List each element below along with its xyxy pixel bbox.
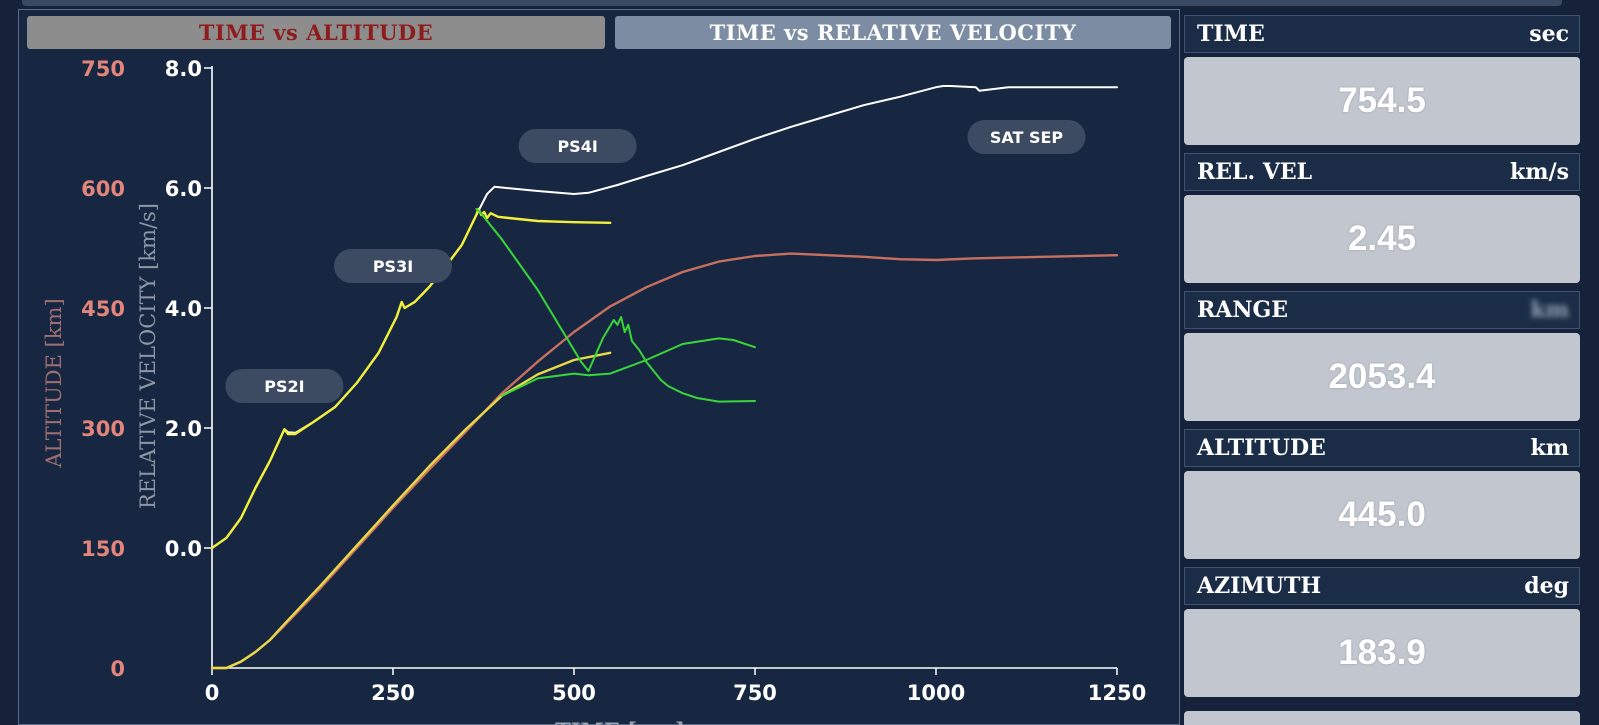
velocity-tick-label: 0.0 (165, 537, 202, 561)
velocity-tick-label: 6.0 (165, 177, 202, 201)
altitude-tick-label: 150 (81, 537, 125, 561)
event-marker-ps4i: PS4I (518, 129, 637, 163)
readout-azimuth: AZIMUTH deg 183.9 (1184, 567, 1580, 697)
event-marker-pill (225, 369, 344, 403)
x-tick-label: 0 (205, 681, 220, 705)
readout-rel-vel-value: 2.45 (1184, 195, 1580, 283)
telemetry-readout-panel: TIME sec 754.5 REL. VEL km/s 2.45 RANGE … (1184, 9, 1584, 725)
readout-azimuth-unit: deg (1524, 573, 1569, 599)
event-marker-pill (518, 129, 637, 163)
readout-time-value: 754.5 (1184, 57, 1580, 145)
x-tick-label: 500 (552, 681, 596, 705)
next-readout-edge (1184, 711, 1580, 725)
event-marker-ps2i: PS2I (225, 369, 344, 403)
readout-time-label: TIME (1197, 21, 1265, 47)
readout-altitude-header: ALTITUDE km (1184, 429, 1580, 467)
readout-relative-velocity: REL. VEL km/s 2.45 (1184, 153, 1580, 283)
series-nominal-altitude (210, 252, 1119, 670)
event-marker-ps3i: PS3I (334, 249, 452, 283)
tab-time-vs-altitude[interactable]: TIME vs ALTITUDE (27, 16, 605, 49)
readout-altitude: ALTITUDE km 445.0 (1184, 429, 1580, 559)
readout-altitude-value: 445.0 (1184, 471, 1580, 559)
readout-range: RANGE km 2053.4 (1184, 291, 1580, 421)
x-tick-label: 750 (733, 681, 777, 705)
altitude-tick-label: 450 (81, 297, 125, 321)
readout-time-header: TIME sec (1184, 15, 1580, 53)
readout-azimuth-value: 183.9 (1184, 609, 1580, 697)
altitude-axis-title: ALTITUDE [km] (42, 298, 66, 468)
velocity-tick-label: 4.0 (165, 297, 202, 321)
series-actual-velocity (210, 207, 612, 550)
series-actual-altitude (210, 351, 612, 670)
event-marker-label: SAT SEP (990, 128, 1064, 147)
series-actual-green-velocity (475, 208, 756, 403)
event-marker-pill (334, 249, 452, 283)
readout-range-header: RANGE km (1184, 291, 1580, 329)
readout-range-label: RANGE (1197, 297, 1289, 323)
x-tick-label: 250 (371, 681, 415, 705)
event-marker-sat-sep: SAT SEP (967, 120, 1086, 154)
event-marker-label: PS2I (264, 377, 304, 396)
x-axis-title: TIME [sec] (555, 718, 685, 725)
readout-azimuth-header: AZIMUTH deg (1184, 567, 1580, 605)
x-tick-label: 1250 (1088, 681, 1146, 705)
readout-time: TIME sec 754.5 (1184, 15, 1580, 145)
readout-altitude-label: ALTITUDE (1197, 435, 1326, 461)
tab-time-vs-relative-velocity[interactable]: TIME vs RELATIVE VELOCITY (615, 16, 1171, 49)
altitude-tick-label: 0 (110, 657, 125, 681)
series-actual-green-altitude (500, 337, 756, 397)
altitude-tick-label: 300 (81, 417, 125, 441)
event-marker-label: PS3I (373, 257, 413, 276)
readout-range-value: 2053.4 (1184, 333, 1580, 421)
velocity-tick-label: 2.0 (165, 417, 202, 441)
readout-azimuth-label: AZIMUTH (1197, 573, 1322, 599)
series-nominal-velocity (211, 85, 1118, 549)
time-altitude-velocity-chart: 0 250 500 750 1000 1250 0 150 300 450 600 750 0.0 2.0… (42, 57, 1146, 725)
top-edge-strip (22, 0, 1562, 6)
readout-rel-vel-header: REL. VEL km/s (1184, 153, 1580, 191)
event-marker-label: PS4I (557, 137, 597, 156)
velocity-tick-label: 8.0 (165, 57, 202, 81)
altitude-tick-label: 600 (81, 177, 125, 201)
altitude-tick-label: 750 (81, 57, 125, 81)
event-marker-pill (967, 120, 1086, 154)
velocity-axis-title: RELATIVE VELOCITY [km/s] (136, 203, 160, 509)
readout-rel-vel-unit: km/s (1510, 159, 1569, 185)
readout-rel-vel-label: REL. VEL (1197, 159, 1313, 185)
readout-time-unit: sec (1529, 21, 1569, 47)
readout-range-unit: km (1530, 297, 1569, 323)
readout-altitude-unit: km (1530, 435, 1569, 461)
x-tick-label: 1000 (907, 681, 965, 705)
